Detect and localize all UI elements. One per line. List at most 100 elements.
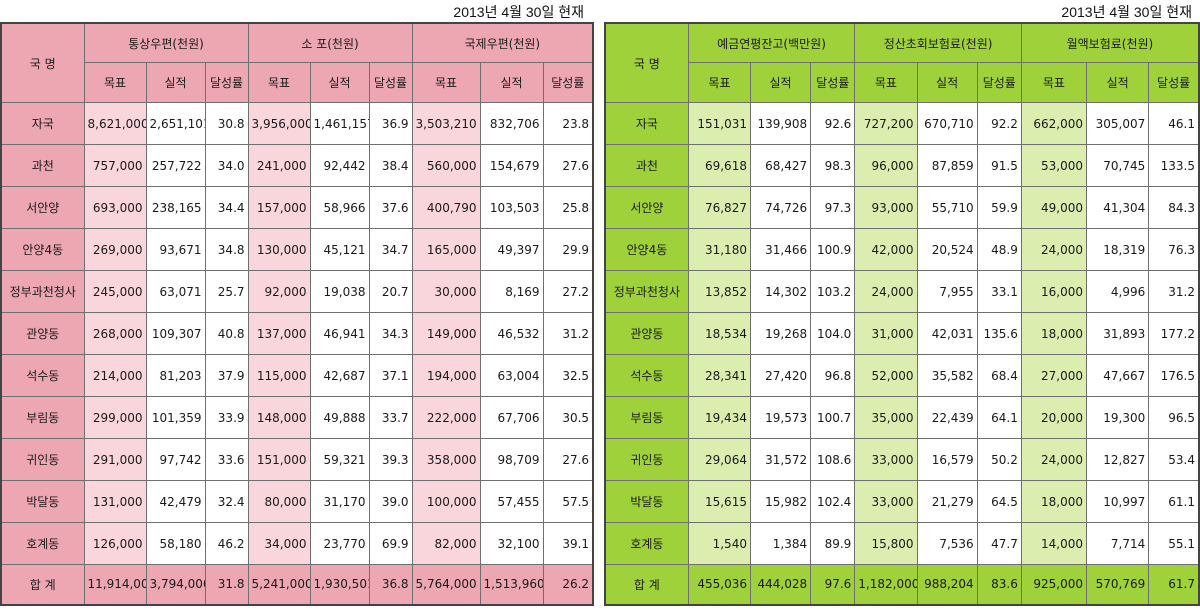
rate-value-cell: 39.1 [542, 522, 594, 565]
rate-value-cell: 34.4 [204, 186, 249, 229]
rate-value-cell: 33.6 [204, 438, 249, 481]
table-row: 호계동 1,540 1,384 89.9 15,800 7,536 47.7 14,000 7,… [604, 522, 1200, 565]
rate-value-cell: 31.2 [542, 312, 594, 355]
actual-value-cell: 32,100 [479, 522, 544, 565]
office-name-cell: 안양4동 [604, 228, 689, 271]
target-value-cell: 18,534 [687, 312, 751, 355]
target-value-cell: 24,000 [1020, 228, 1088, 271]
sub-header-actual: 실적 [145, 62, 206, 103]
office-name-cell: 자국 [604, 102, 689, 145]
actual-value-cell: 16,579 [916, 438, 978, 481]
target-value-cell: 115,000 [247, 354, 311, 397]
table-row: 부림동 19,434 19,573 100.7 35,000 22,439 64.1 20,0… [604, 396, 1200, 439]
table-row: 귀인동 29,064 31,572 108.6 33,000 16,579 50.2 24,0… [604, 438, 1200, 481]
actual-value-cell: 1,384 [749, 522, 812, 565]
rate-value-cell: 27.6 [542, 144, 594, 187]
office-name-cell: 과천 [604, 144, 689, 187]
office-name-cell: 관양동 [604, 312, 689, 355]
target-value-cell: 291,000 [83, 438, 147, 481]
office-name-cell: 정부과천청사 [604, 270, 689, 313]
total-row: 합 계11,914,0003,794,00031.85,241,0001,930… [0, 564, 594, 605]
actual-value-cell: 20,524 [916, 228, 978, 271]
target-value-cell: 18,000 [1020, 480, 1088, 523]
rate-value-cell: 38.4 [368, 144, 413, 187]
actual-value-cell: 46,941 [309, 312, 370, 355]
target-value-cell: 222,000 [411, 396, 481, 439]
rate-value-cell: 30.8 [204, 102, 249, 145]
target-value-cell: 76,827 [687, 186, 751, 229]
rate-value-cell: 100.7 [810, 396, 856, 439]
target-value-cell: 151,031 [687, 102, 751, 145]
target-value-cell: 3,956,000 [247, 102, 311, 145]
target-value-cell: 20,000 [1020, 396, 1088, 439]
target-value-cell: 5,764,000 [411, 564, 481, 605]
actual-value-cell: 109,307 [145, 312, 206, 355]
rate-value-cell: 46.1 [1148, 102, 1200, 145]
target-value-cell: 757,000 [83, 144, 147, 187]
target-value-cell: 8,621,000 [83, 102, 147, 145]
rate-value-cell: 23.8 [542, 102, 594, 145]
actual-value-cell: 27,420 [749, 354, 812, 397]
target-value-cell: 93,000 [854, 186, 918, 229]
sub-header-rate: 달성률 [810, 62, 856, 103]
rate-value-cell: 34.8 [204, 228, 249, 271]
actual-value-cell: 570,769 [1086, 564, 1150, 605]
target-value-cell: 16,000 [1020, 270, 1088, 313]
office-name-cell: 서안양 [604, 186, 689, 229]
actual-value-cell: 97,742 [145, 438, 206, 481]
target-value-cell: 130,000 [247, 228, 311, 271]
actual-value-cell: 57,455 [479, 480, 544, 523]
target-value-cell: 82,000 [411, 522, 481, 565]
actual-value-cell: 74,726 [749, 186, 812, 229]
actual-value-cell: 42,479 [145, 480, 206, 523]
table-row: 서안양 76,827 74,726 97.3 93,000 55,710 59.9 49,00… [604, 186, 1200, 229]
table-body: 자국 8,621,000 2,651,101 30.8 3,956,000 1,461,1… [0, 102, 594, 605]
target-value-cell: 245,000 [83, 270, 147, 313]
sub-header-actual: 실적 [749, 62, 812, 103]
target-value-cell: 149,000 [411, 312, 481, 355]
rate-value-cell: 32.4 [204, 480, 249, 523]
actual-value-cell: 58,966 [309, 186, 370, 229]
actual-value-cell: 154,679 [479, 144, 544, 187]
target-value-cell: 925,000 [1020, 564, 1088, 605]
rate-value-cell: 84.3 [1148, 186, 1200, 229]
rate-value-cell: 29.9 [542, 228, 594, 271]
target-value-cell: 35,000 [854, 396, 918, 439]
actual-value-cell: 67,706 [479, 396, 544, 439]
rate-value-cell: 40.8 [204, 312, 249, 355]
target-value-cell: 24,000 [854, 270, 918, 313]
office-name-cell: 안양4동 [0, 228, 85, 271]
rate-value-cell: 135.6 [976, 312, 1022, 355]
actual-value-cell: 98,709 [479, 438, 544, 481]
target-value-cell: 19,434 [687, 396, 751, 439]
actual-value-cell: 14,302 [749, 270, 812, 313]
finance-performance-table: 국 명 예금연평잔고(백만원) 정산초회보험료(천원) 월액보험료(천원) 목표… [604, 22, 1200, 606]
rate-value-cell: 61.1 [1148, 480, 1200, 523]
sub-header-actual: 실적 [916, 62, 978, 103]
actual-value-cell: 42,687 [309, 354, 370, 397]
rate-value-cell: 39.3 [368, 438, 413, 481]
actual-value-cell: 41,304 [1086, 186, 1150, 229]
target-value-cell: 33,000 [854, 438, 918, 481]
actual-value-cell: 81,203 [145, 354, 206, 397]
target-value-cell: 157,000 [247, 186, 311, 229]
office-name-cell: 귀인동 [0, 438, 85, 481]
actual-value-cell: 1,930,501 [309, 564, 370, 605]
rate-value-cell: 102.4 [810, 480, 856, 523]
actual-value-cell: 7,714 [1086, 522, 1150, 565]
group-header: 예금연평잔고(백만원) [687, 22, 856, 63]
target-value-cell: 455,036 [687, 564, 751, 605]
group-header: 국제우편(천원) [411, 22, 594, 63]
actual-value-cell: 238,165 [145, 186, 206, 229]
rate-value-cell: 37.6 [368, 186, 413, 229]
target-value-cell: 241,000 [247, 144, 311, 187]
group-header: 소 포(천원) [247, 22, 413, 63]
rate-value-cell: 91.5 [976, 144, 1022, 187]
actual-value-cell: 10,997 [1086, 480, 1150, 523]
actual-value-cell: 19,268 [749, 312, 812, 355]
target-value-cell: 1,540 [687, 522, 751, 565]
sub-header-target: 목표 [1020, 62, 1088, 103]
actual-value-cell: 257,722 [145, 144, 206, 187]
target-value-cell: 30,000 [411, 270, 481, 313]
actual-value-cell: 3,794,000 [145, 564, 206, 605]
